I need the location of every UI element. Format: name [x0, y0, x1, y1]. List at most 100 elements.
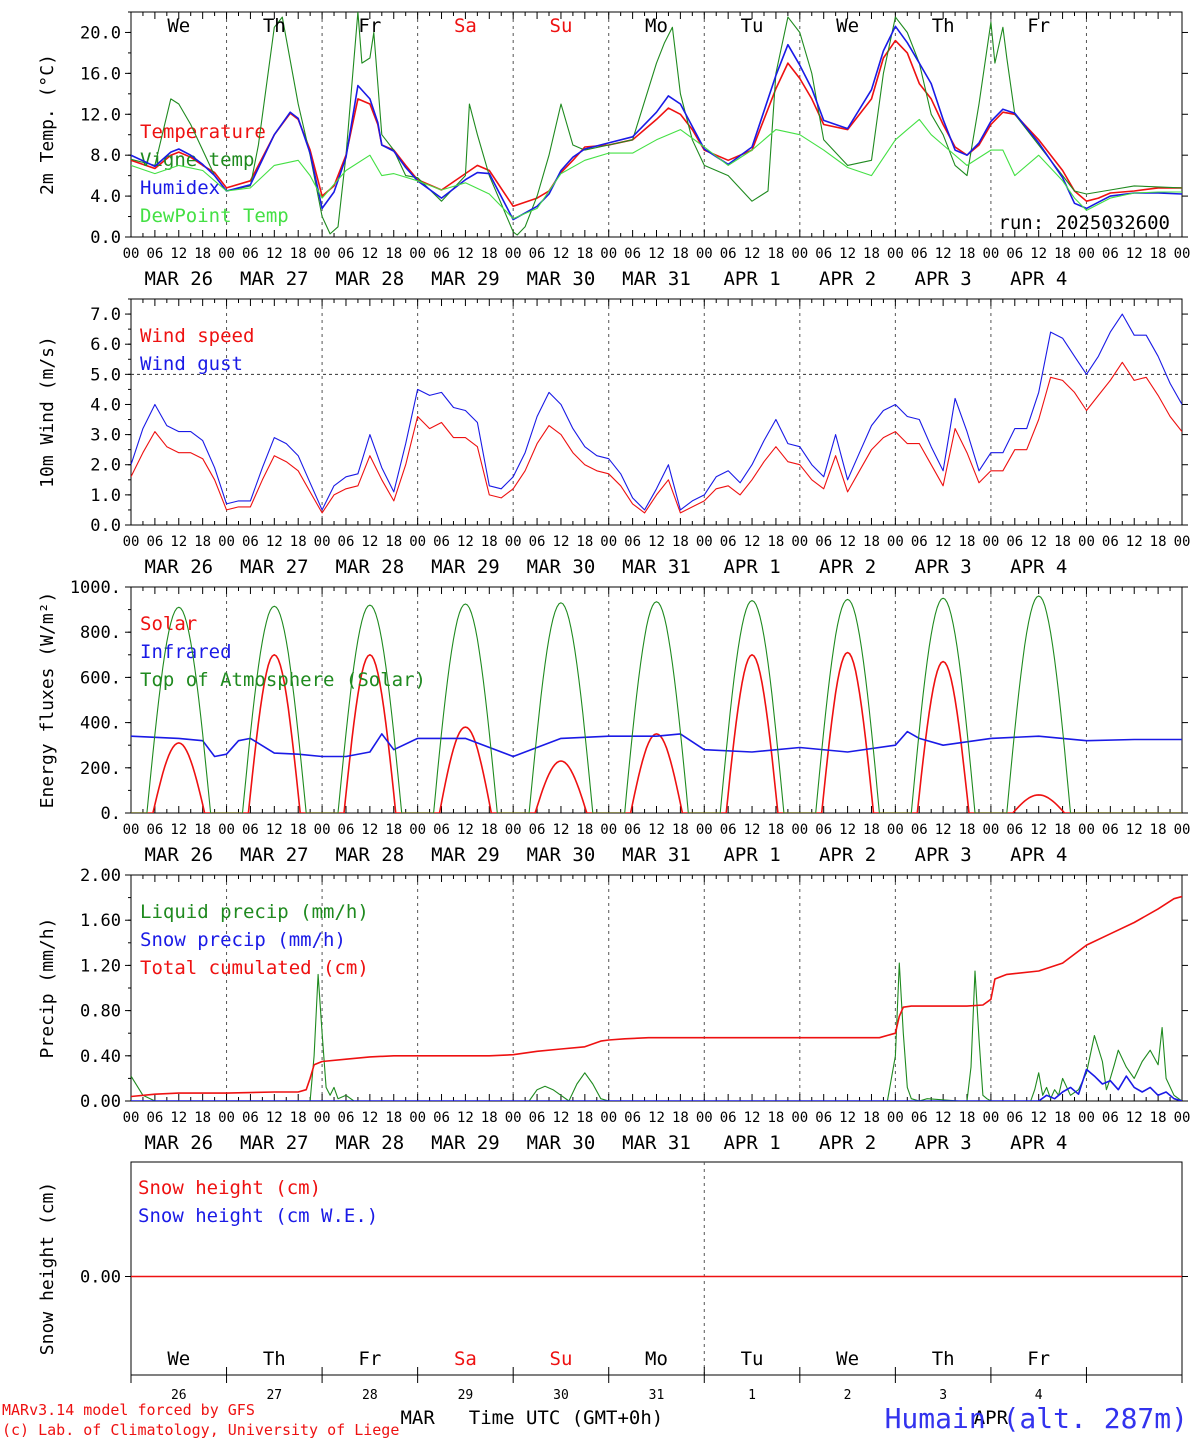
hour-tick-label: 12	[266, 1110, 283, 1126]
day-number-label: 4	[1035, 1388, 1043, 1403]
hour-tick-label: 06	[1102, 534, 1119, 550]
weekday-label: Fr	[1027, 15, 1050, 37]
hour-tick-label: 18	[385, 534, 402, 550]
legend-entry: Wind speed	[140, 325, 254, 347]
weekday-label: Fr	[358, 15, 381, 37]
hour-tick-label: 00	[314, 822, 331, 838]
y-tick-label: 800.	[80, 623, 121, 643]
date-label: APR 1	[723, 268, 780, 290]
y-tick-label: 1000.	[70, 578, 121, 598]
hour-tick-label: 12	[648, 1110, 665, 1126]
date-label: APR 3	[915, 844, 972, 866]
date-label: APR 4	[1010, 1132, 1067, 1154]
hour-tick-label: 12	[457, 822, 474, 838]
hour-tick-label: 06	[815, 246, 832, 262]
hour-tick-label: 00	[505, 822, 522, 838]
weekday-label: We	[836, 15, 859, 37]
hour-tick-label: 18	[672, 246, 689, 262]
hour-tick-label: 12	[266, 246, 283, 262]
panel-energy: 0. 200. 400. 600. 800. 1000. Energy fluxes (W/…	[37, 578, 1190, 866]
date-label: MAR 26	[144, 1132, 213, 1154]
date-label: APR 2	[819, 268, 876, 290]
hour-tick-label: 18	[1054, 1110, 1071, 1126]
hour-tick-label: 06	[1102, 1110, 1119, 1126]
hour-tick-label: 06	[146, 246, 163, 262]
hour-tick-label: 18	[959, 822, 976, 838]
legend-entry: Infrared	[140, 641, 232, 663]
hour-tick-label: 06	[146, 822, 163, 838]
y-tick-label: 2.00	[80, 866, 121, 886]
hour-tick-label: 18	[481, 1110, 498, 1126]
y-tick-label: 2.0	[90, 456, 121, 476]
date-label: MAR 29	[431, 1132, 500, 1154]
hour-tick-label: 06	[911, 534, 928, 550]
date-label: MAR 28	[336, 556, 405, 578]
hour-tick-label: 18	[576, 822, 593, 838]
date-label: APR 1	[723, 556, 780, 578]
series-line-total-cumulated-cm-	[131, 895, 1182, 1098]
series-line-snow-precip-mm-h-	[131, 1068, 1182, 1101]
panel-frame	[130, 298, 1183, 526]
y-tick-label: 0.00	[80, 1092, 121, 1112]
y-tick-label: 0.0	[90, 516, 121, 536]
hour-tick-label: 06	[338, 534, 355, 550]
hour-tick-label: 00	[505, 1110, 522, 1126]
hour-tick-label: 06	[624, 822, 641, 838]
hour-tick-label: 06	[1006, 246, 1023, 262]
hour-tick-label: 12	[170, 246, 187, 262]
legend-entry: Total cumulated (cm)	[140, 957, 369, 979]
day-number-label: 2	[844, 1388, 852, 1403]
hour-tick-label: 18	[194, 534, 211, 550]
hour-tick-label: 18	[959, 1110, 976, 1126]
date-label: MAR 29	[431, 844, 500, 866]
date-label: MAR 31	[622, 1132, 691, 1154]
hour-tick-label: 06	[911, 822, 928, 838]
hour-tick-label: 06	[1006, 534, 1023, 550]
hour-tick-label: 06	[433, 534, 450, 550]
weekday-label: Mo	[645, 1348, 668, 1370]
date-label: MAR 27	[240, 844, 309, 866]
weekday-label: We	[167, 15, 190, 37]
hour-tick-label: 18	[768, 534, 785, 550]
legend-entry: DewPoint Temp	[140, 205, 289, 227]
y-tick-label: 6.0	[90, 335, 121, 355]
hour-tick-label: 12	[1126, 1110, 1143, 1126]
hour-tick-label: 12	[457, 246, 474, 262]
hour-tick-label: 18	[385, 246, 402, 262]
y-tick-label: 1.0	[90, 486, 121, 506]
station-label: Humain (alt. 287m)	[885, 1402, 1188, 1435]
hour-tick-label: 06	[720, 822, 737, 838]
hour-tick-label: 00	[218, 534, 235, 550]
hour-tick-label: 06	[720, 534, 737, 550]
date-label: MAR 26	[144, 268, 213, 290]
hour-tick-label: 12	[744, 1110, 761, 1126]
y-tick-label: 3.0	[90, 426, 121, 446]
hour-tick-label: 06	[529, 1110, 546, 1126]
legend-entry: Liquid precip (mm/h)	[140, 901, 369, 923]
legend-entry: Snow height (cm)	[138, 1177, 321, 1199]
y-tick-label: 0.40	[80, 1047, 121, 1067]
hour-tick-label: 00	[791, 534, 808, 550]
hour-tick-label: 18	[290, 534, 307, 550]
hour-tick-label: 06	[1006, 1110, 1023, 1126]
hour-tick-label: 12	[839, 534, 856, 550]
date-label: MAR 28	[336, 268, 405, 290]
date-label: MAR 27	[240, 268, 309, 290]
hour-tick-label: 12	[935, 822, 952, 838]
series-line-top-of-atmosphere-solar-	[131, 595, 1182, 813]
date-label: MAR 27	[240, 1132, 309, 1154]
hour-tick-label: 18	[863, 534, 880, 550]
hour-tick-label: 00	[505, 246, 522, 262]
hour-tick-label: 00	[887, 822, 904, 838]
hour-tick-label: 12	[1126, 246, 1143, 262]
date-label: MAR 28	[336, 844, 405, 866]
date-label: MAR 26	[144, 844, 213, 866]
hour-tick-label: 18	[481, 246, 498, 262]
footer-model: MARv3.14 model forced by GFS	[2, 1401, 255, 1419]
hour-tick-label: 00	[791, 822, 808, 838]
hour-tick-label: 06	[433, 822, 450, 838]
hour-tick-label: 18	[385, 1110, 402, 1126]
hour-tick-label: 06	[624, 246, 641, 262]
series-line-humidex	[131, 25, 1182, 221]
hour-tick-label: 12	[744, 534, 761, 550]
